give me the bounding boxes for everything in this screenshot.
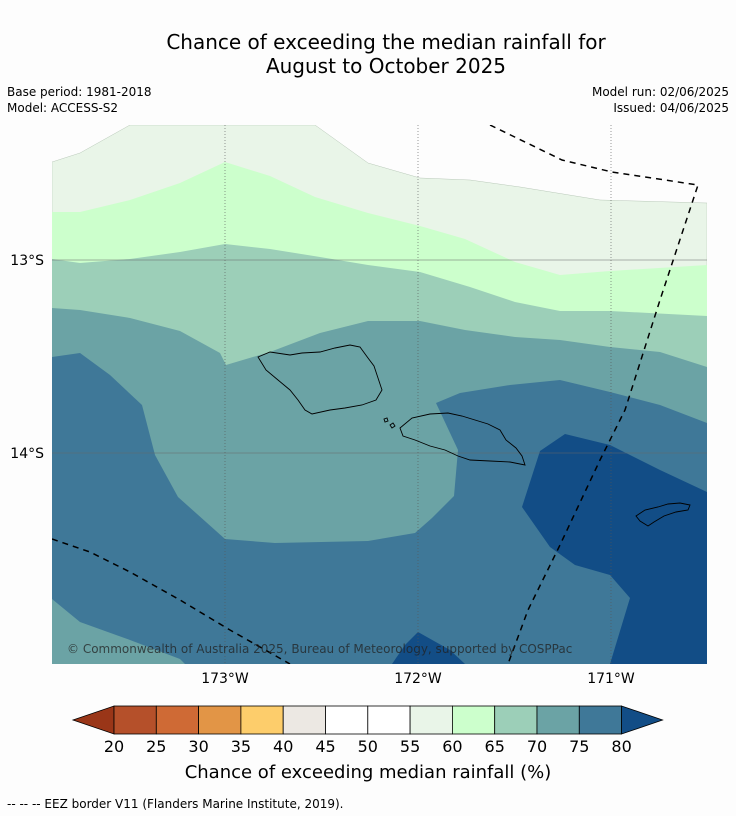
model-name: Model: ACCESS-S2 xyxy=(7,101,119,115)
colorbar-tick-label: 20 xyxy=(104,737,124,756)
colorbar-segment xyxy=(325,705,369,735)
colorbar-tick-label: 25 xyxy=(146,737,166,756)
colorbar-tick-label: 60 xyxy=(442,737,462,756)
lon-label-172w: 172°W xyxy=(394,671,442,687)
colorbar-segment xyxy=(494,705,538,735)
colorbar-segment xyxy=(282,705,326,735)
lat-label-13s: 13°S xyxy=(10,253,44,269)
colorbar-tick-label: 65 xyxy=(485,737,505,756)
colorbar-segment xyxy=(536,705,580,735)
coastlines xyxy=(257,344,691,527)
colorbar-tick-label: 70 xyxy=(527,737,547,756)
colorbar-tick-label: 40 xyxy=(273,737,293,756)
colorbar-tick-label: 30 xyxy=(188,737,208,756)
meta-left: Base period: 1981-2018 Model: ACCESS-S2 xyxy=(7,84,152,116)
title-line-1: Chance of exceeding the median rainfall … xyxy=(166,30,606,54)
colorbar-tick-label: 55 xyxy=(400,737,420,756)
colorbar-segment xyxy=(240,705,284,735)
issued-date: Issued: 04/06/2025 xyxy=(613,101,729,115)
apolima-island xyxy=(389,422,396,429)
eez-footnote: -- -- -- EEZ border V11 (Flanders Marine… xyxy=(7,797,344,811)
contour-high-east xyxy=(522,434,707,664)
colorbar-tick-label: 45 xyxy=(315,737,335,756)
colorbar-segment xyxy=(198,705,242,735)
model-run: Model run: 02/06/2025 xyxy=(591,85,729,99)
colorbar-tick-label: 50 xyxy=(358,737,378,756)
eez-border-east xyxy=(489,125,699,664)
colorbar-extend-high xyxy=(621,705,664,735)
colorbar xyxy=(71,705,664,735)
colorbar-segment xyxy=(155,705,200,735)
lat-axis-labels: 13°S 14°S xyxy=(10,253,44,462)
lon-axis-labels: 173°W 172°W 171°W xyxy=(201,671,635,687)
lon-label-173w: 173°W xyxy=(201,671,249,687)
contour-high-south xyxy=(392,632,465,664)
colorbar-tick-label: 80 xyxy=(611,737,631,756)
colorbar-segment xyxy=(113,705,157,735)
manono-island xyxy=(383,417,389,423)
colorbar-ticks: 20 25 30 35 40 45 50 55 60 65 70 75 80 xyxy=(104,737,632,756)
savaii-island xyxy=(257,344,383,415)
base-period: Base period: 1981-2018 xyxy=(7,85,152,99)
colorbar-tick-label: 75 xyxy=(569,737,589,756)
copyright-notice: © Commonwealth of Australia 2025, Bureau… xyxy=(67,642,572,656)
colorbar-title: Chance of exceeding median rainfall (%) xyxy=(185,762,552,783)
colorbar-segment xyxy=(451,705,496,735)
lat-label-14s: 14°S xyxy=(10,446,44,462)
tutuila-island xyxy=(635,502,691,527)
colorbar-tick-label: 35 xyxy=(231,737,251,756)
lat-grid-lines xyxy=(52,259,707,454)
colorbar-segment xyxy=(578,705,622,735)
colorbar-extend-low xyxy=(71,705,115,735)
upolu-island xyxy=(399,412,526,466)
lon-label-171w: 171°W xyxy=(587,671,635,687)
meta-right: Model run: 02/06/2025 Issued: 04/06/2025 xyxy=(592,84,729,116)
eez-borders xyxy=(52,125,699,664)
colorbar-segment xyxy=(367,705,411,735)
contour-80-plus xyxy=(52,353,707,664)
contour-low-southwest xyxy=(52,599,185,664)
eez-border-southwest xyxy=(52,538,291,664)
map-title: Chance of exceeding the median rainfall … xyxy=(0,30,736,78)
title-line-2: August to October 2025 xyxy=(265,54,507,78)
colorbar-segment xyxy=(409,705,453,735)
